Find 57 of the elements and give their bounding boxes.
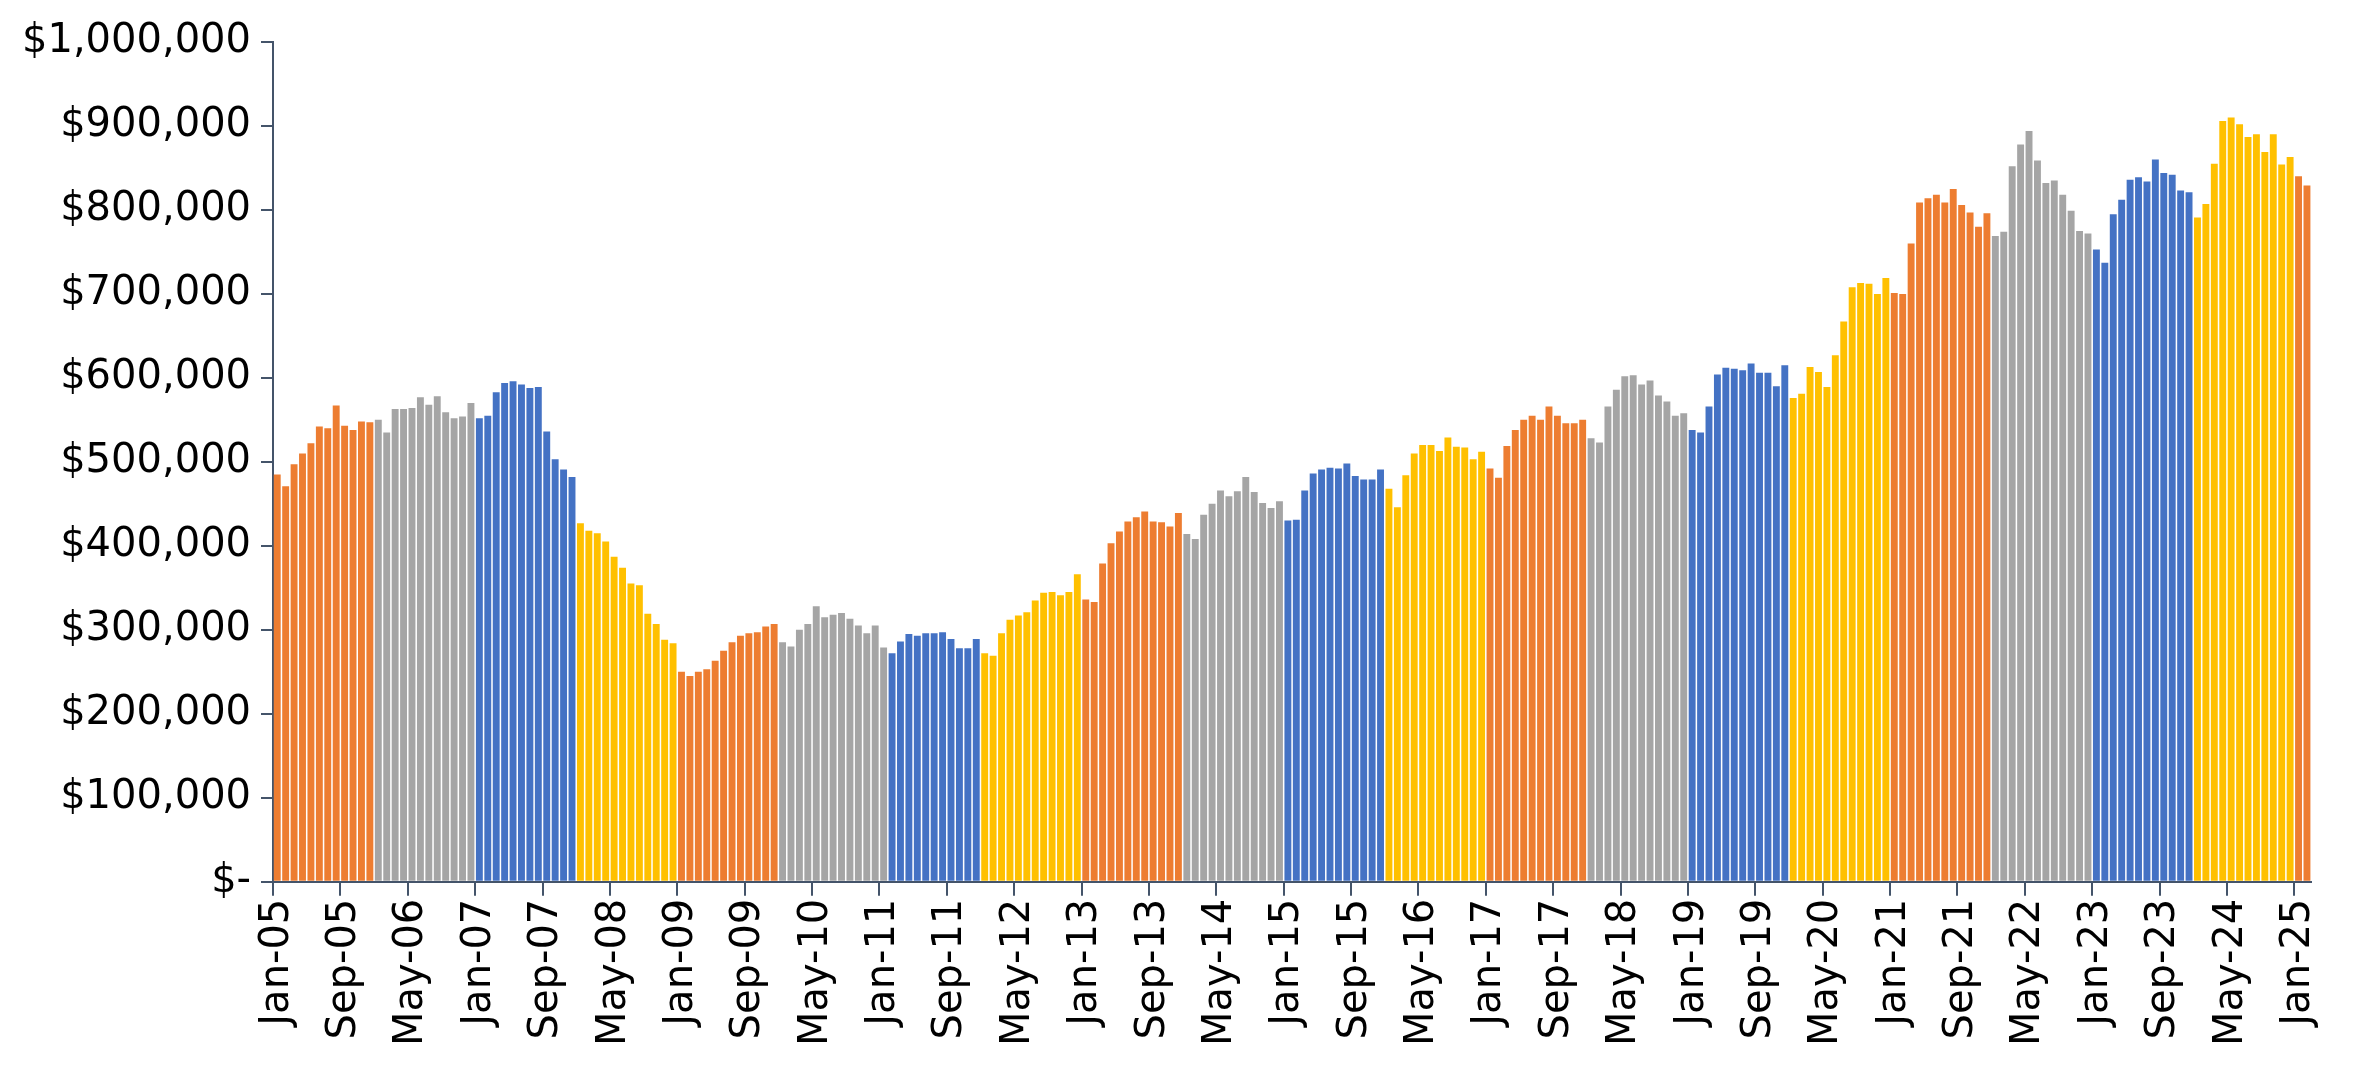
y-tick-label: $900,000 bbox=[60, 99, 252, 146]
x-tick-label: May-20 bbox=[1800, 898, 1847, 1046]
x-tick-label: May-06 bbox=[385, 898, 432, 1046]
x-tick-label: Jan-19 bbox=[1665, 898, 1712, 1029]
bar bbox=[2185, 192, 2193, 881]
x-tick-label: May-16 bbox=[1396, 898, 1443, 1046]
bar bbox=[1082, 599, 1090, 881]
y-tick-label: $600,000 bbox=[60, 351, 252, 398]
x-tick-label: May-12 bbox=[991, 898, 1038, 1046]
x-tick-label: Sep-13 bbox=[1126, 898, 1173, 1040]
bar bbox=[1385, 488, 1393, 881]
x-tick-label: Jan-17 bbox=[1463, 898, 1510, 1029]
x-tick-label: Jan-05 bbox=[250, 898, 297, 1029]
x-tick-label: Sep-23 bbox=[2137, 898, 2184, 1040]
bar bbox=[1284, 520, 1292, 881]
bar bbox=[1183, 534, 1191, 881]
x-tick-label: May-18 bbox=[1598, 898, 1645, 1046]
x-tick-label: Jan-13 bbox=[1059, 898, 1106, 1029]
x-tick-label: Sep-07 bbox=[520, 898, 567, 1040]
y-tick-label: $400,000 bbox=[60, 519, 252, 566]
bar bbox=[2286, 157, 2294, 881]
x-tick-label: Sep-05 bbox=[318, 898, 364, 1040]
y-tick-label: $800,000 bbox=[60, 183, 252, 230]
y-tick-label: $500,000 bbox=[60, 435, 252, 482]
x-tick-label: May-10 bbox=[789, 898, 836, 1046]
y-tick-label: $1,000,000 bbox=[21, 15, 252, 62]
x-tick-label: May-24 bbox=[2204, 898, 2251, 1046]
bar bbox=[669, 643, 677, 881]
x-tick-label: Sep-15 bbox=[1328, 898, 1375, 1040]
y-tick-label: $- bbox=[211, 855, 252, 902]
y-tick-label: $100,000 bbox=[60, 771, 252, 818]
x-tick-label: Sep-19 bbox=[1732, 898, 1779, 1040]
y-tick-label: $200,000 bbox=[60, 687, 252, 734]
x-tick-label: May-14 bbox=[1193, 898, 1240, 1046]
bar bbox=[981, 653, 989, 881]
x-tick-label: Sep-11 bbox=[924, 898, 971, 1040]
x-tick-label: Jan-09 bbox=[654, 898, 701, 1029]
x-tick-label: Jan-21 bbox=[1867, 898, 1914, 1029]
x-tick-label: Sep-17 bbox=[1530, 898, 1577, 1040]
x-tick-label: Sep-21 bbox=[1935, 898, 1982, 1040]
bar bbox=[779, 642, 787, 881]
x-tick-label: Jan-25 bbox=[2271, 898, 2318, 1029]
bar bbox=[1276, 501, 1283, 881]
bar bbox=[2295, 176, 2302, 881]
bar bbox=[1174, 513, 1182, 881]
x-tick-label: Jan-11 bbox=[857, 898, 904, 1029]
bar bbox=[770, 623, 778, 881]
x-tick-label: May-22 bbox=[2002, 898, 2049, 1046]
x-tick-label: May-08 bbox=[587, 898, 634, 1046]
x-tick-label: Jan-23 bbox=[2069, 898, 2116, 1029]
x-tick-label: Sep-09 bbox=[722, 898, 769, 1040]
bar bbox=[972, 639, 980, 881]
x-tick-label: Jan-15 bbox=[1261, 898, 1308, 1029]
bar bbox=[1073, 574, 1081, 881]
y-tick-label: $300,000 bbox=[60, 603, 252, 650]
x-tick-label: Jan-07 bbox=[452, 898, 499, 1029]
y-tick-label: $700,000 bbox=[60, 267, 252, 314]
